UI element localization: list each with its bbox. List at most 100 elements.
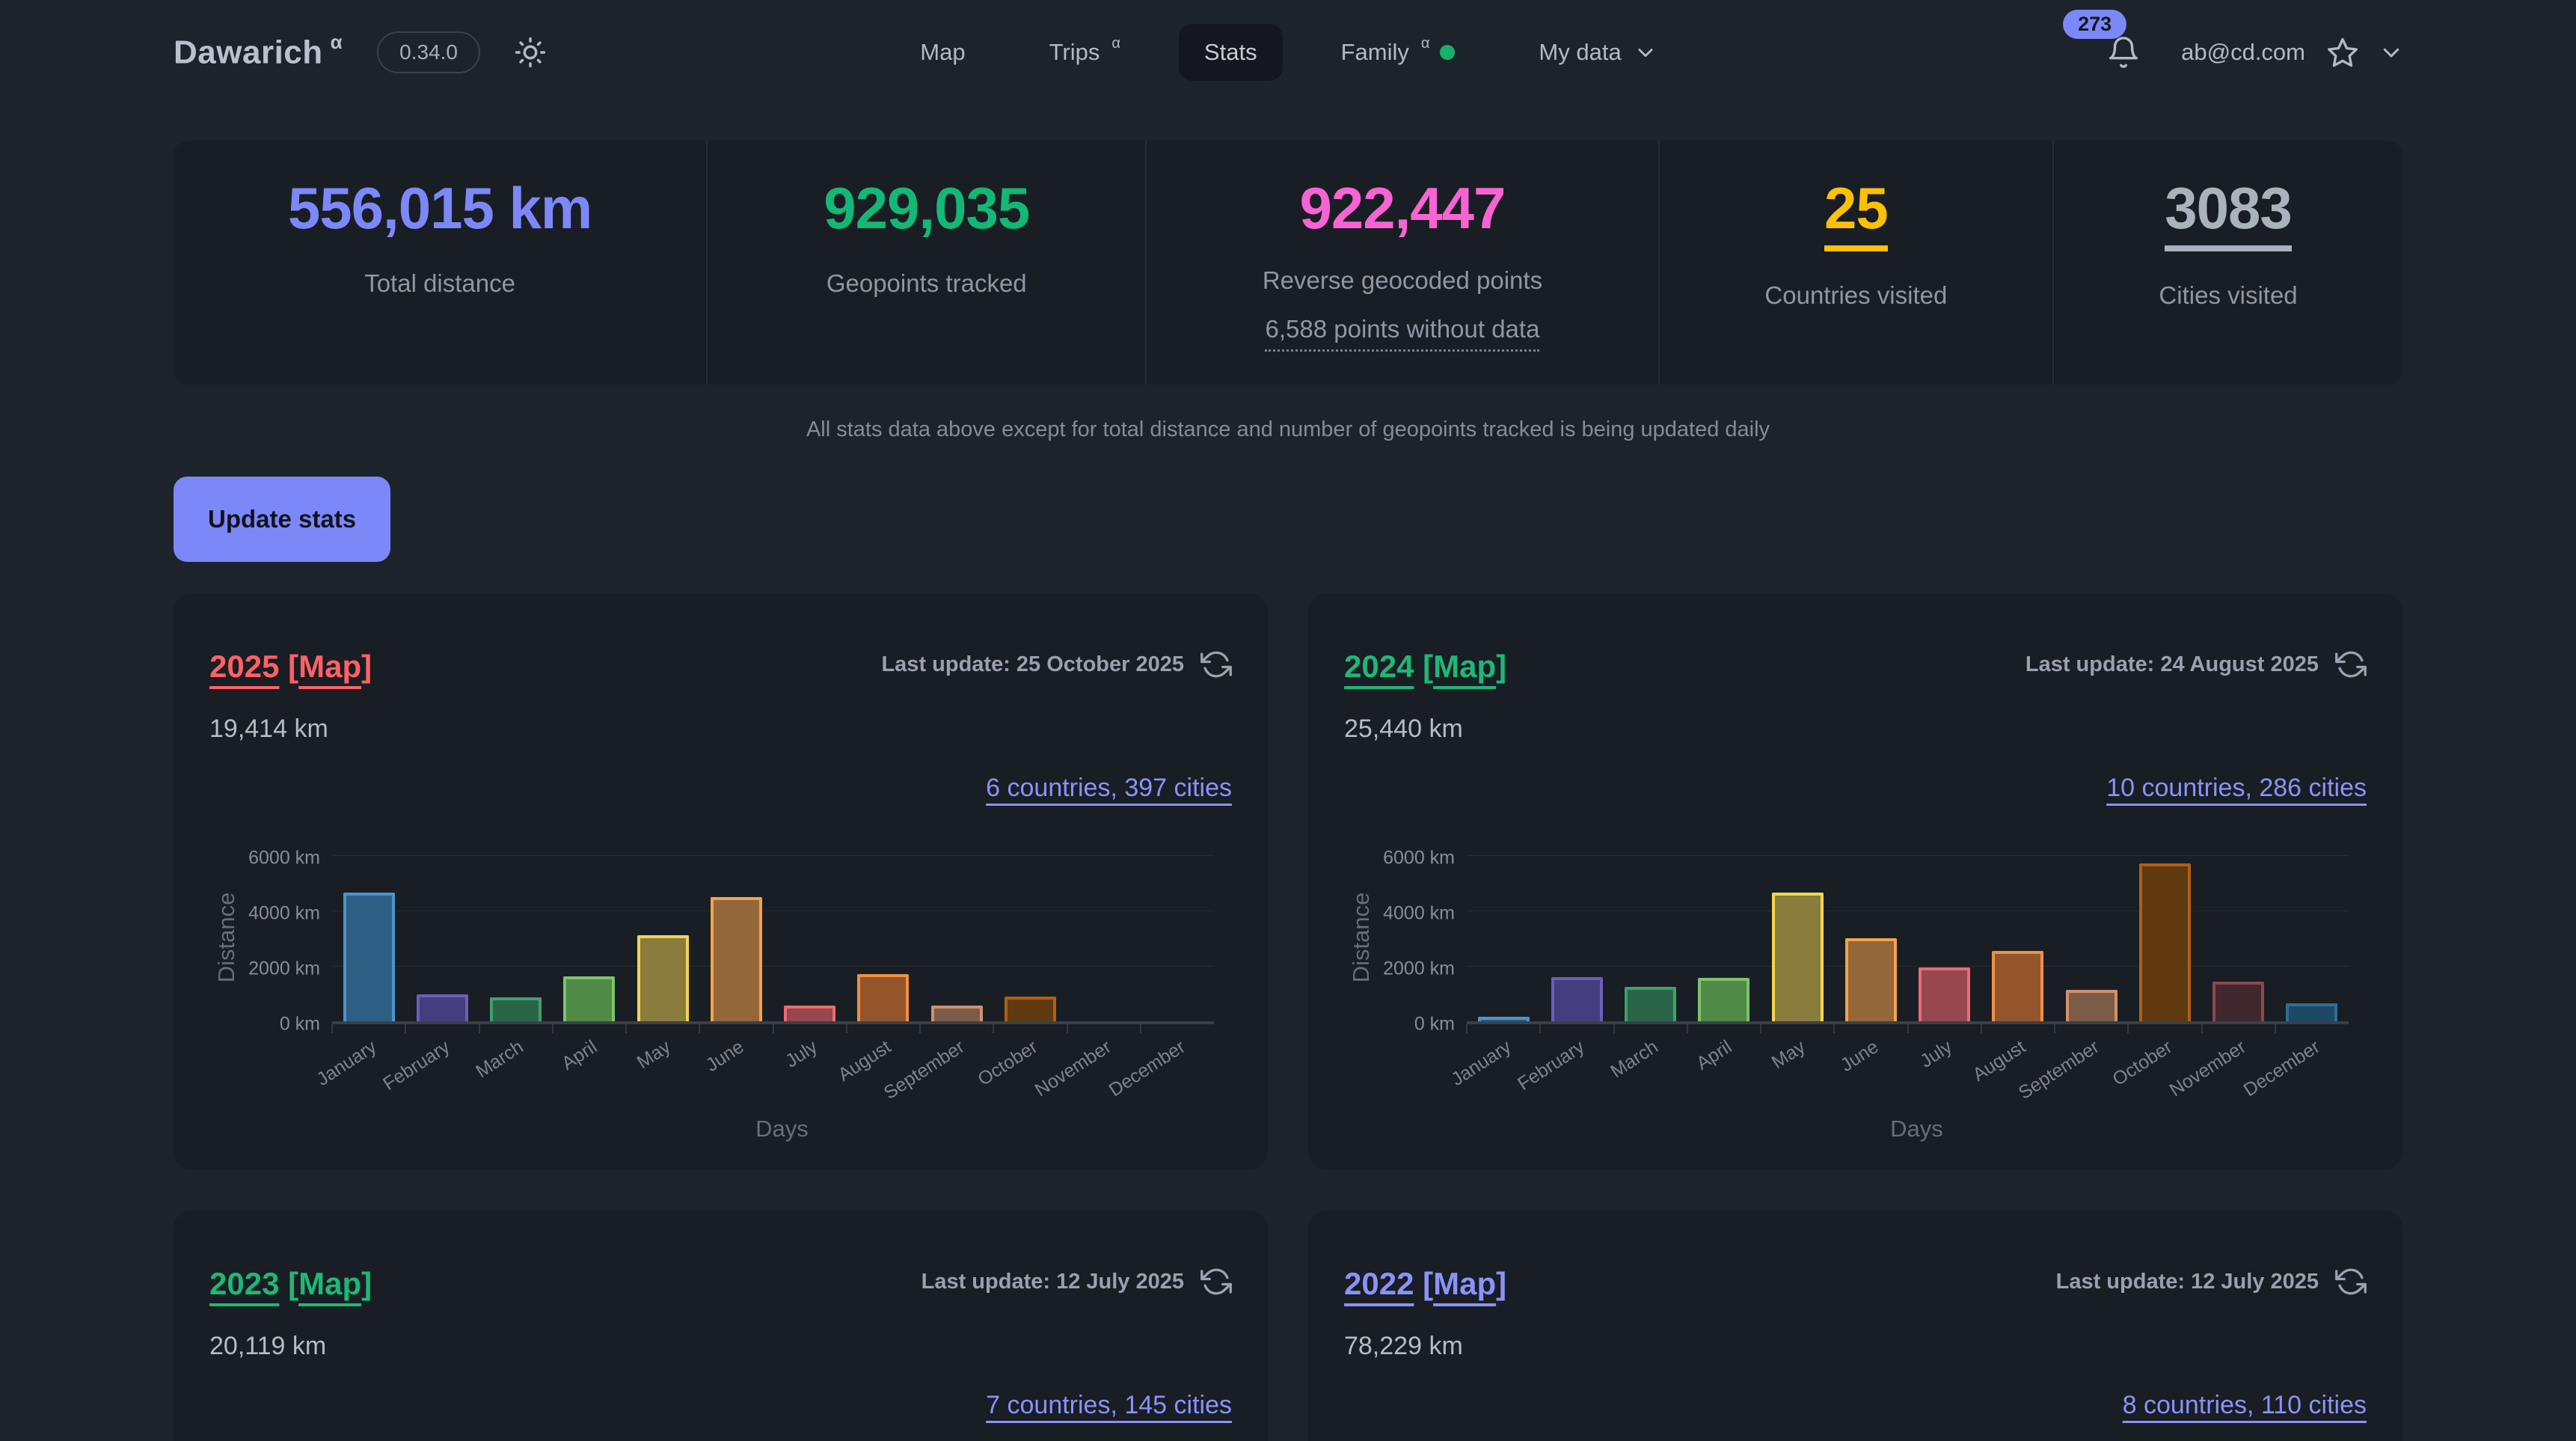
year-card-2022: 2022 [Map] Last update: 12 July 2025 78,… (1308, 1211, 2402, 1441)
bar-december (2286, 1003, 2338, 1022)
stat-value: 929,035 (824, 175, 1030, 241)
y-tick-label: 0 km (279, 1013, 320, 1035)
bar-january (343, 893, 395, 1022)
bar-slot-october (2127, 851, 2201, 1034)
bracket: ] (1496, 649, 1507, 685)
bar-slot-january (331, 851, 405, 1034)
month-label: March (1607, 1036, 1662, 1083)
cities-visited-link[interactable]: 3083 (2076, 177, 2380, 251)
stat-total-distance: 556,015 km Total distance (174, 141, 706, 385)
nav-stats[interactable]: Stats (1178, 24, 1283, 81)
year-link-2024[interactable]: 2024 (1344, 649, 1414, 685)
month-label: July (1916, 1036, 1956, 1073)
alpha-superscript: α (1420, 34, 1430, 52)
countries-cities-link[interactable]: 6 countries, 397 cities (986, 774, 1232, 803)
nav-my-data[interactable]: My data (1513, 24, 1681, 81)
month-label: June (1836, 1036, 1883, 1077)
gridline (332, 966, 1214, 967)
chevron-down-icon[interactable] (2380, 41, 2402, 64)
bar-slot-august (1980, 851, 2055, 1034)
chart-plot (1465, 851, 2349, 1034)
app-logo[interactable]: Dawarich α (174, 30, 343, 72)
bar-slot-december (2274, 851, 2349, 1034)
user-menu-group: 273 ab@cd.com (1879, 10, 2402, 70)
bar-slot-september (919, 851, 993, 1034)
refresh-icon[interactable] (2335, 649, 2367, 680)
refresh-icon[interactable] (1200, 649, 1232, 680)
nav-trips[interactable]: Trips α (1049, 34, 1120, 66)
year-cards-grid: 2025 [Map] Last update: 25 October 2025 … (174, 593, 2402, 1441)
countries-visited-link[interactable]: 25 (1682, 177, 2030, 251)
x-axis-labels: January February March April May June July Augu… (313, 1024, 1214, 1116)
bar-august (857, 974, 910, 1022)
bar-july (784, 1006, 835, 1022)
y-tick-label: 6000 km (1383, 847, 1455, 869)
theme-toggle-sun-icon[interactable] (515, 37, 546, 68)
bar-slot-february (1539, 851, 1613, 1034)
stat-label: Geopoints tracked (826, 269, 1027, 297)
last-update-text: Last update: 25 October 2025 (881, 652, 1184, 676)
countries-cities-link[interactable]: 8 countries, 110 cities (2122, 1391, 2367, 1420)
year-map-link-2022[interactable]: Map (1433, 1266, 1497, 1302)
y-tick-label: 4000 km (1383, 902, 1455, 924)
star-icon[interactable] (2326, 36, 2359, 69)
update-stats-button[interactable]: Update stats (174, 477, 391, 563)
bracket: [ (1423, 1266, 1434, 1302)
year-map-link-2024[interactable]: Map (1433, 649, 1497, 685)
x-axis-title: Days (755, 1116, 809, 1142)
bar-march (490, 997, 542, 1022)
month-label: June (702, 1036, 748, 1077)
bar-slot-june (699, 851, 773, 1034)
stats-update-note: All stats data above except for total di… (806, 417, 1770, 442)
year-map-link-2025[interactable]: Map (298, 649, 362, 685)
nav-family[interactable]: Family α (1316, 24, 1481, 81)
notifications-button[interactable]: 273 (2063, 10, 2141, 70)
refresh-icon[interactable] (1200, 1266, 1232, 1297)
countries-cities-link[interactable]: 7 countries, 145 cities (986, 1391, 1232, 1420)
bar-slot-april (1686, 851, 1761, 1034)
main-nav: Map Trips α Stats Family α My data (895, 24, 1681, 81)
app-name: Dawarich (174, 34, 323, 71)
bar-slot-july (772, 851, 847, 1034)
stat-value: 556,015 km (287, 175, 592, 241)
alpha-superscript: α (330, 30, 343, 53)
bar-slot-april (551, 851, 626, 1034)
bracket: ] (1496, 1266, 1507, 1302)
version-badge: 0.34.0 (377, 31, 480, 73)
bracket: ] (361, 649, 372, 685)
nav-map[interactable]: Map (920, 39, 966, 65)
month-label: March (472, 1036, 527, 1083)
bar-slot-november (1066, 851, 1141, 1034)
bar-february (1551, 977, 1603, 1022)
countries-cities-link[interactable]: 10 countries, 286 cities (2106, 774, 2367, 803)
gridline (1467, 966, 2349, 967)
bracket: ] (361, 1266, 372, 1302)
points-without-data-link[interactable]: 6,588 points without data (1265, 315, 1540, 352)
bar-slot-may (1759, 851, 1834, 1034)
bar-slot-july (1907, 851, 1981, 1034)
month-label: May (1767, 1036, 1809, 1074)
year-card-2024: 2024 [Map] Last update: 24 August 2025 2… (1308, 593, 2402, 1170)
refresh-icon[interactable] (2335, 1266, 2367, 1297)
notifications-count-badge: 273 (2063, 10, 2127, 39)
year-link-2022[interactable]: 2022 (1344, 1266, 1414, 1302)
bar-slot-january (1465, 851, 1540, 1034)
year-card-2025: 2025 [Map] Last update: 25 October 2025 … (174, 593, 1268, 1170)
year-map-link-2023[interactable]: Map (298, 1266, 362, 1302)
user-email: ab@cd.com (2181, 39, 2305, 65)
bar-january (1477, 1017, 1530, 1022)
last-update-text: Last update: 12 July 2025 (2055, 1269, 2319, 1294)
last-update-text: Last update: 12 July 2025 (921, 1269, 1184, 1294)
year-link-2023[interactable]: 2023 (209, 1266, 280, 1302)
bar-slot-september (2053, 851, 2128, 1034)
chart-plot (331, 851, 1214, 1034)
y-axis-title: Distance (1348, 893, 1374, 983)
bracket: [ (288, 649, 299, 685)
alpha-superscript: α (1111, 34, 1120, 52)
bar-slot-august (845, 851, 920, 1034)
bracket: [ (288, 1266, 299, 1302)
bar-september (2065, 990, 2117, 1022)
year-card-2023: 2023 [Map] Last update: 12 July 2025 20,… (174, 1211, 1268, 1441)
stat-cities-visited: 3083 Cities visited (2052, 141, 2402, 385)
year-link-2025[interactable]: 2025 (209, 649, 280, 685)
